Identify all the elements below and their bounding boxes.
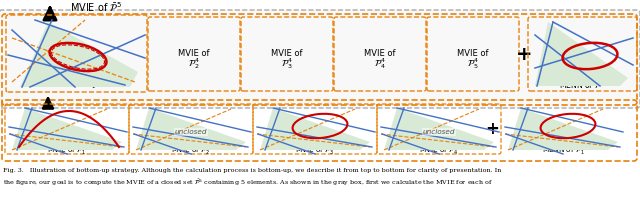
- Text: MVIE of: MVIE of: [271, 50, 303, 59]
- Text: MVIE of $\bar{\mathcal{P}}_3^5$: MVIE of $\bar{\mathcal{P}}_3^5$: [296, 145, 335, 158]
- Text: MVIE of: MVIE of: [179, 50, 210, 59]
- Text: MVIE of $\bar{\mathcal{P}}_4^5$: MVIE of $\bar{\mathcal{P}}_4^5$: [419, 145, 459, 158]
- Text: MVIE of: MVIE of: [457, 50, 489, 59]
- Polygon shape: [20, 22, 138, 87]
- Text: +: +: [485, 120, 499, 138]
- Text: MENN of $\mathcal{P}^5$: MENN of $\mathcal{P}^5$: [559, 79, 605, 91]
- Text: $\mathcal{P}_2^4$: $\mathcal{P}_2^4$: [188, 57, 200, 71]
- Text: MVIE of $\bar{\mathcal{P}}_2^5$: MVIE of $\bar{\mathcal{P}}_2^5$: [172, 145, 211, 158]
- Text: $\mathcal{P}_3^4$: $\mathcal{P}_3^4$: [281, 57, 293, 71]
- Text: $\mathcal{P}_4^4$: $\mathcal{P}_4^4$: [374, 57, 386, 71]
- Polygon shape: [535, 22, 628, 86]
- Polygon shape: [12, 108, 122, 150]
- Text: unclosed: unclosed: [175, 129, 207, 135]
- Polygon shape: [384, 108, 494, 150]
- Polygon shape: [136, 108, 246, 150]
- Text: $\mathcal{P}_5^4$: $\mathcal{P}_5^4$: [467, 57, 479, 71]
- FancyBboxPatch shape: [0, 10, 640, 108]
- Text: MVIE of: MVIE of: [364, 50, 396, 59]
- Text: MVIE of $\bar{\mathcal{P}}^5$: MVIE of $\bar{\mathcal{P}}^5$: [70, 0, 122, 14]
- Text: unclosed: unclosed: [423, 129, 455, 135]
- Text: Fig. 3.   Illustration of bottom-up strategy. Although the calculation process i: Fig. 3. Illustration of bottom-up strate…: [3, 168, 501, 173]
- Polygon shape: [260, 108, 370, 150]
- Text: MENN of $\bar{\mathcal{P}}_1^5$: MENN of $\bar{\mathcal{P}}_1^5$: [541, 145, 584, 158]
- Text: MVIE of $\mathcal{P}_1^1$: MVIE of $\mathcal{P}_1^1$: [56, 76, 97, 91]
- Polygon shape: [508, 108, 618, 150]
- Text: the figure, our goal is to compute the MVIE of a closed set $\bar{\mathcal{P}}^5: the figure, our goal is to compute the M…: [3, 178, 493, 188]
- Text: MVIE of $\bar{\mathcal{P}}_1^5$: MVIE of $\bar{\mathcal{P}}_1^5$: [47, 145, 86, 158]
- Text: +: +: [516, 45, 532, 64]
